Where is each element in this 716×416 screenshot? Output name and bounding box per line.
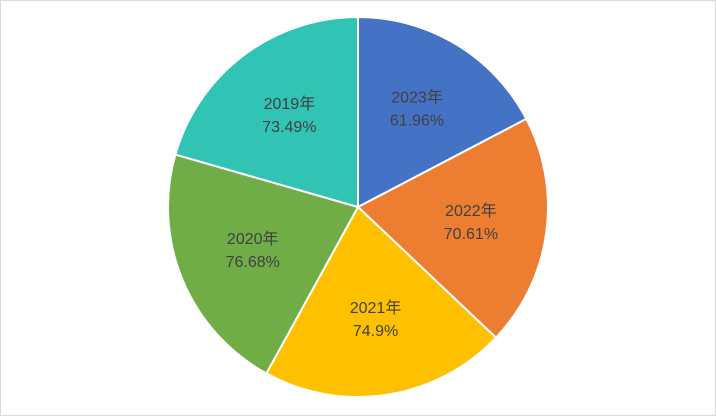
pie-slice bbox=[356, 117, 549, 340]
slice-value-label: 61.96% bbox=[390, 113, 444, 130]
slice-category-label: 2019年 bbox=[264, 95, 316, 113]
pie-slice bbox=[357, 15, 528, 209]
pie-slice bbox=[174, 15, 359, 209]
slice-value-label: 76.68% bbox=[226, 254, 280, 271]
pie-slice bbox=[167, 153, 360, 375]
slice-value-label: 74.9% bbox=[353, 323, 398, 340]
slice-category-label: 2022年 bbox=[445, 202, 497, 220]
slice-category-label: 2020年 bbox=[227, 230, 279, 248]
slice-value-label: 73.49% bbox=[262, 119, 316, 136]
pie-slice bbox=[264, 205, 498, 398]
slice-category-label: 2023年 bbox=[391, 89, 443, 107]
slice-value-label: 70.61% bbox=[444, 226, 498, 243]
slice-category-label: 2021年 bbox=[350, 299, 402, 317]
